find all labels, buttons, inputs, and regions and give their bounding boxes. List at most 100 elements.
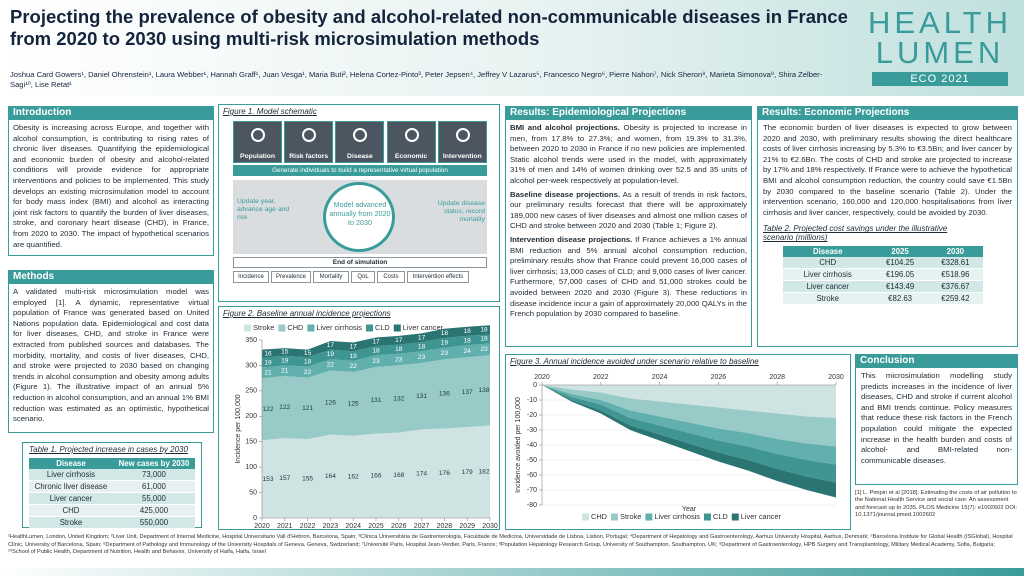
figure3: Figure 3. Annual incidence avoided under… — [505, 354, 851, 530]
figure-title: Figure 3. Annual incidence avoided under… — [510, 357, 759, 366]
legend-label: Stroke — [253, 323, 274, 332]
header-cell: 2030 — [927, 246, 983, 258]
x-tick-label: 2024 — [345, 523, 361, 530]
header-cell: Disease — [783, 246, 873, 258]
data-label: 176 — [439, 470, 450, 477]
module-label: Economic — [394, 153, 428, 160]
table-row: Stroke €82.63 €259.42 — [783, 292, 983, 306]
table-cell: €104.25 — [872, 257, 928, 270]
section-header: Methods — [8, 270, 214, 283]
data-label: 166 — [370, 473, 381, 480]
intro-text: Obesity is increasing across Europe, and… — [8, 119, 214, 256]
section-header: Conclusion — [855, 354, 1018, 367]
paragraph: BMI and alcohol projections. Obesity is … — [510, 123, 747, 187]
data-label: 18 — [304, 359, 312, 366]
y-axis-label: Incidence per 100,000 — [235, 394, 242, 463]
y-tick-label: -40 — [527, 442, 537, 449]
module-icon — [353, 128, 368, 142]
table-cell: €82.63 — [872, 292, 928, 306]
data-label: 19 — [350, 353, 358, 360]
y-axis-label: Incidence avoided per 100,000 — [515, 397, 522, 493]
table-row: Liver cancer 55,000 — [29, 492, 195, 505]
x-tick-label: 2022 — [300, 523, 316, 530]
table-cell: €259.42 — [927, 292, 983, 306]
module-icon — [251, 128, 265, 142]
table-title: Table 2. Projected cost savings under th… — [763, 224, 948, 243]
title: Projecting the prevalence of obesity and… — [10, 6, 848, 49]
data-label: 22 — [350, 363, 358, 370]
table-cell: Stroke — [29, 516, 113, 529]
table1: Disease New cases by 2030 Liver cirrhosis 7… — [29, 458, 195, 529]
paragraph-lead: Baseline disease projections. — [510, 189, 621, 199]
data-label: 23 — [372, 358, 380, 365]
data-label: 131 — [370, 397, 381, 404]
table-cell: 550,000 — [112, 516, 195, 529]
output-box: Intervention effects — [407, 271, 469, 283]
table-cell: 55,000 — [112, 492, 195, 505]
data-label: 18 — [464, 337, 472, 344]
y-tick-label: -50 — [527, 457, 537, 464]
module-label: Risk factors — [289, 153, 329, 160]
y-tick-label: -20 — [527, 412, 537, 419]
legend-label: Stroke — [620, 512, 641, 521]
module-label: Disease — [347, 153, 373, 160]
legend-label: Liver cancer — [741, 512, 782, 521]
x-tick-label: 2026 — [391, 523, 407, 530]
data-label: 18 — [395, 346, 403, 353]
data-label: 24 — [464, 348, 472, 355]
output-box: Mortality — [313, 271, 349, 283]
x-tick-label: 2022 — [593, 374, 609, 381]
legend-label: Liver cancer — [403, 323, 444, 332]
legend-swatch — [307, 324, 315, 332]
header-row: Disease New cases by 2030 — [29, 458, 195, 469]
x-tick-label: 2023 — [323, 523, 339, 530]
y-tick-label: 300 — [245, 362, 257, 369]
area — [542, 385, 836, 465]
legend-label: CLD — [375, 323, 390, 332]
y-tick-label: 350 — [245, 337, 257, 344]
module-icon — [302, 128, 317, 142]
x-tick-label: 2027 — [414, 523, 430, 530]
data-label: 19 — [264, 359, 272, 366]
data-label: 17 — [350, 344, 358, 351]
header-cell: New cases by 2030 — [112, 458, 195, 469]
loop-center: Model advanced annually from 2020 to 203… — [329, 200, 391, 227]
data-label: 18 — [480, 336, 488, 343]
legend-label: Liver cirrhosis — [654, 512, 700, 521]
area — [542, 385, 836, 447]
table-cell: 425,000 — [112, 504, 195, 517]
header-cell: Disease — [29, 458, 113, 469]
data-label: 18 — [464, 328, 472, 335]
data-label: 131 — [416, 393, 427, 400]
paragraph-text: If France achieves a 1% annual BMI reduc… — [510, 234, 747, 319]
data-label: 18 — [372, 347, 380, 354]
data-label: 125 — [348, 401, 359, 408]
data-label: 179 — [462, 469, 473, 476]
section-header: Introduction — [8, 106, 214, 119]
data-label: 182 — [478, 468, 489, 475]
data-label: 15 — [304, 350, 312, 357]
data-label: 16 — [264, 350, 272, 357]
figure-title: Figure 2. Baseline annual incidence proj… — [223, 309, 391, 318]
y-tick-label: 250 — [245, 388, 257, 395]
y-tick-label: -80 — [527, 502, 537, 509]
area — [262, 425, 490, 518]
y-tick-label: 150 — [245, 439, 257, 446]
authors: Joshua Card Gowers¹, Daniel Ohrenstein¹,… — [10, 70, 823, 89]
logo-word: LUMEN — [875, 35, 1005, 70]
paragraph-lead: Intervention disease projections. — [510, 234, 633, 244]
area — [262, 343, 490, 379]
y-tick-label: 50 — [249, 489, 257, 496]
data-label: 153 — [262, 476, 273, 483]
y-tick-label: 0 — [253, 515, 257, 522]
table: Disease New cases by 2030 Liver cirrhosis 7… — [29, 458, 195, 529]
legend-label: CHD — [591, 512, 607, 521]
table-row: CHD 425,000 — [29, 504, 195, 517]
x-tick-label: 2020 — [534, 374, 550, 381]
data-label: 21 — [264, 370, 272, 377]
data-label: 162 — [348, 474, 359, 481]
data-label: 19 — [327, 351, 335, 358]
epi-text: BMI and alcohol projections. Obesity is … — [505, 119, 752, 347]
